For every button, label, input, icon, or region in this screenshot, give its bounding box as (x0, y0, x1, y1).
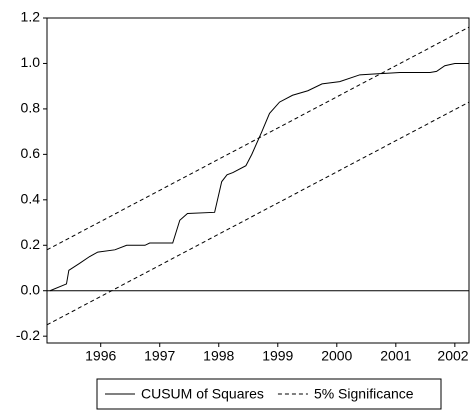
x-tick-label: 1997 (144, 348, 175, 364)
y-tick-label: 1.0 (21, 54, 41, 70)
y-tick-label: 0.8 (21, 100, 41, 116)
cusum-line (49, 62, 469, 292)
y-tick-label: 0.6 (21, 145, 41, 161)
y-tick-label: 0.4 (21, 191, 41, 207)
y-tick-label: 0.0 (21, 281, 41, 297)
plot-frame (46, 17, 470, 344)
upper-bound-line (46, 26, 470, 251)
x-tick-label: 1999 (262, 348, 293, 364)
x-tick-label: 2001 (380, 348, 411, 364)
legend-label: 5% Significance (314, 386, 414, 402)
legend-label: CUSUM of Squares (141, 386, 264, 402)
legend: CUSUM of Squares 5% Significance (96, 378, 442, 410)
x-tick-label: 1996 (85, 348, 116, 364)
legend-box (96, 378, 442, 410)
x-tick-label: 2000 (321, 348, 352, 364)
y-tick-label: -0.2 (16, 327, 40, 343)
x-tick-label: 1998 (203, 348, 234, 364)
y-tick-label: 1.2 (21, 9, 41, 25)
y-tick-label: 0.2 (21, 236, 41, 252)
x-tick-label: 2002 (437, 348, 468, 364)
lower-bound-line (46, 101, 470, 326)
